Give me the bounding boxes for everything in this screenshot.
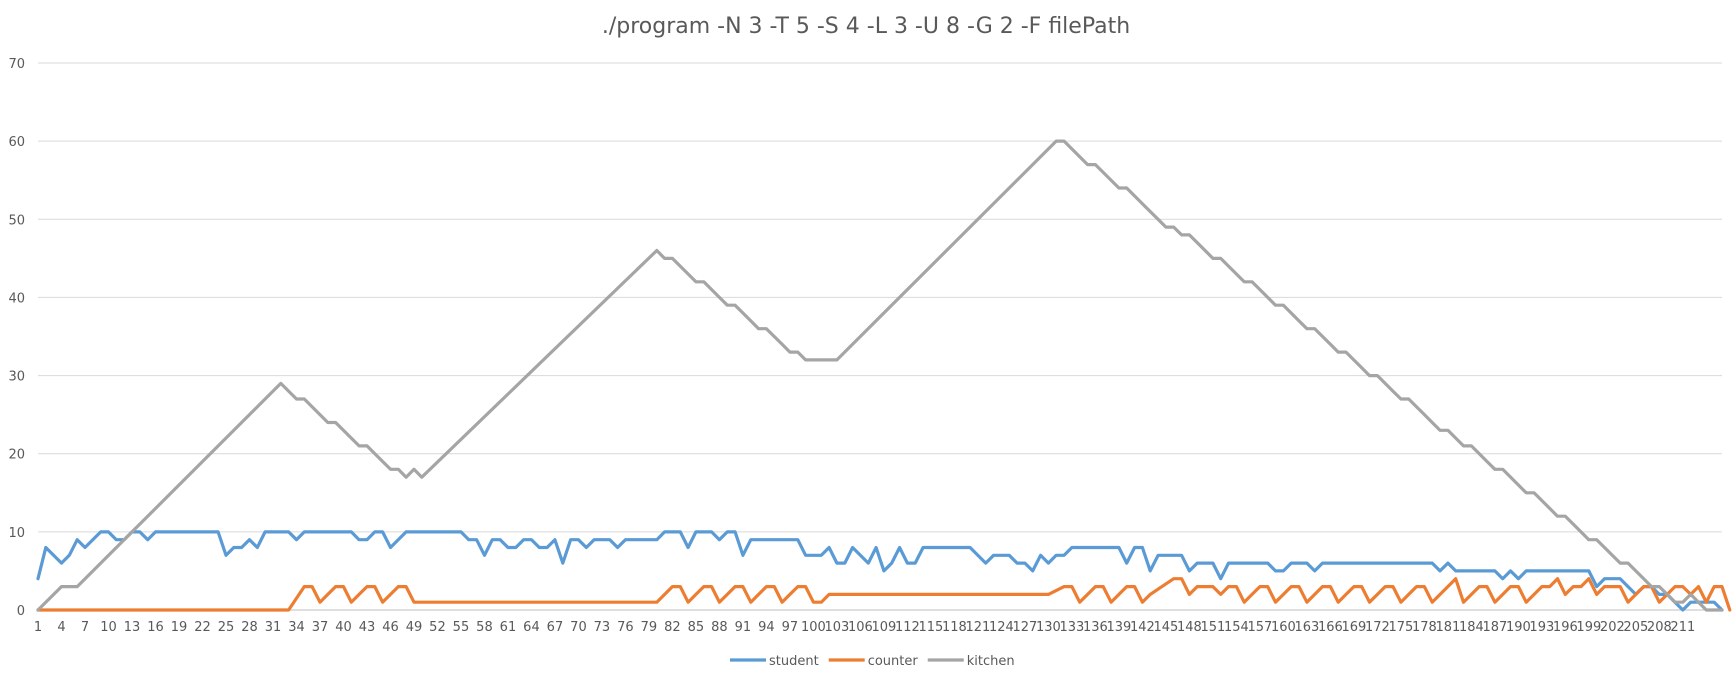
x-tick-label: 118 (942, 620, 967, 635)
x-tick-label: 184 (1459, 620, 1484, 635)
x-tick-label: 64 (523, 620, 540, 635)
x-tick-label: 79 (641, 620, 658, 635)
x-tick-label: 4 (57, 620, 65, 635)
x-tick-label: 10 (100, 620, 117, 635)
x-tick-label: 31 (265, 620, 282, 635)
x-tick-label: 178 (1412, 620, 1437, 635)
x-tick-label: 67 (547, 620, 564, 635)
x-tick-label: 196 (1553, 620, 1578, 635)
x-tick-label: 73 (594, 620, 611, 635)
series-line-kitchen (36, 139, 1724, 612)
x-tick-label: 202 (1600, 620, 1625, 635)
x-tick-label: 43 (359, 620, 376, 635)
y-axis-ticks: 0 10 20 30 40 50 60 70 (8, 57, 25, 619)
legend: student counter kitchen (730, 654, 1015, 669)
x-tick-label: 175 (1388, 620, 1413, 635)
y-tick-label: 30 (8, 370, 25, 385)
x-tick-label: 28 (241, 620, 258, 635)
x-tick-label: 49 (406, 620, 423, 635)
x-tick-label: 130 (1036, 620, 1061, 635)
x-tick-label: 115 (918, 620, 943, 635)
series-line-counter (36, 577, 1732, 612)
series-line-student (36, 530, 1724, 612)
y-tick-label: 50 (8, 213, 25, 228)
x-tick-label: 7 (81, 620, 89, 635)
x-tick-label: 151 (1200, 620, 1225, 635)
x-tick-label: 100 (801, 620, 826, 635)
x-tick-label: 13 (124, 620, 141, 635)
x-tick-label: 205 (1623, 620, 1648, 635)
x-tick-label: 76 (617, 620, 634, 635)
x-tick-label: 106 (848, 620, 873, 635)
x-tick-label: 16 (147, 620, 164, 635)
series-lines (36, 139, 1732, 612)
x-tick-label: 187 (1482, 620, 1507, 635)
x-tick-label: 55 (453, 620, 470, 635)
x-tick-label: 181 (1435, 620, 1460, 635)
x-tick-label: 70 (570, 620, 587, 635)
x-tick-label: 127 (1012, 620, 1037, 635)
x-tick-label: 97 (782, 620, 799, 635)
x-tick-label: 25 (218, 620, 235, 635)
x-tick-label: 208 (1647, 620, 1672, 635)
x-tick-label: 166 (1318, 620, 1343, 635)
x-tick-label: 148 (1177, 620, 1202, 635)
chart-title: ./program -N 3 -T 5 -S 4 -L 3 -U 8 -G 2 … (602, 14, 1130, 39)
x-tick-label: 34 (288, 620, 305, 635)
x-tick-label: 88 (711, 620, 728, 635)
y-tick-label: 20 (8, 448, 25, 463)
x-tick-label: 190 (1506, 620, 1531, 635)
x-tick-label: 85 (688, 620, 705, 635)
y-tick-label: 0 (17, 604, 25, 619)
x-tick-label: 103 (825, 620, 850, 635)
y-tick-label: 60 (8, 135, 25, 150)
x-axis-ticks: 1 4 7 10 13 16 19 22 25 28 31 34 37 40 43 46 49 52 55 58 61 6… (34, 620, 1695, 635)
gridlines (38, 62, 1722, 611)
x-tick-label: 61 (500, 620, 517, 635)
legend-label-student: student (769, 654, 819, 669)
x-tick-label: 199 (1576, 620, 1601, 635)
x-tick-label: 163 (1294, 620, 1319, 635)
x-tick-label: 211 (1670, 620, 1695, 635)
x-tick-label: 157 (1247, 620, 1272, 635)
x-tick-label: 160 (1271, 620, 1296, 635)
x-tick-label: 124 (989, 620, 1014, 635)
x-tick-label: 46 (382, 620, 399, 635)
x-tick-label: 139 (1106, 620, 1131, 635)
x-tick-label: 94 (758, 620, 775, 635)
x-tick-label: 121 (965, 620, 990, 635)
x-tick-label: 112 (895, 620, 920, 635)
x-tick-label: 22 (194, 620, 211, 635)
x-tick-label: 1 (34, 620, 42, 635)
x-tick-label: 145 (1153, 620, 1178, 635)
legend-label-counter: counter (868, 654, 919, 669)
y-tick-label: 70 (8, 57, 25, 72)
x-tick-label: 154 (1224, 620, 1249, 635)
x-tick-label: 109 (872, 620, 897, 635)
x-tick-label: 82 (664, 620, 681, 635)
x-tick-label: 52 (429, 620, 446, 635)
x-tick-label: 40 (335, 620, 352, 635)
x-tick-label: 37 (312, 620, 329, 635)
x-tick-label: 172 (1365, 620, 1390, 635)
y-tick-label: 10 (8, 526, 25, 541)
x-tick-label: 19 (171, 620, 188, 635)
x-tick-label: 58 (476, 620, 493, 635)
y-tick-label: 40 (8, 291, 25, 306)
legend-label-kitchen: kitchen (967, 654, 1015, 669)
x-tick-label: 136 (1083, 620, 1108, 635)
x-tick-label: 193 (1529, 620, 1554, 635)
x-tick-label: 142 (1130, 620, 1155, 635)
x-tick-label: 133 (1059, 620, 1084, 635)
x-tick-label: 169 (1341, 620, 1366, 635)
x-tick-label: 91 (735, 620, 752, 635)
